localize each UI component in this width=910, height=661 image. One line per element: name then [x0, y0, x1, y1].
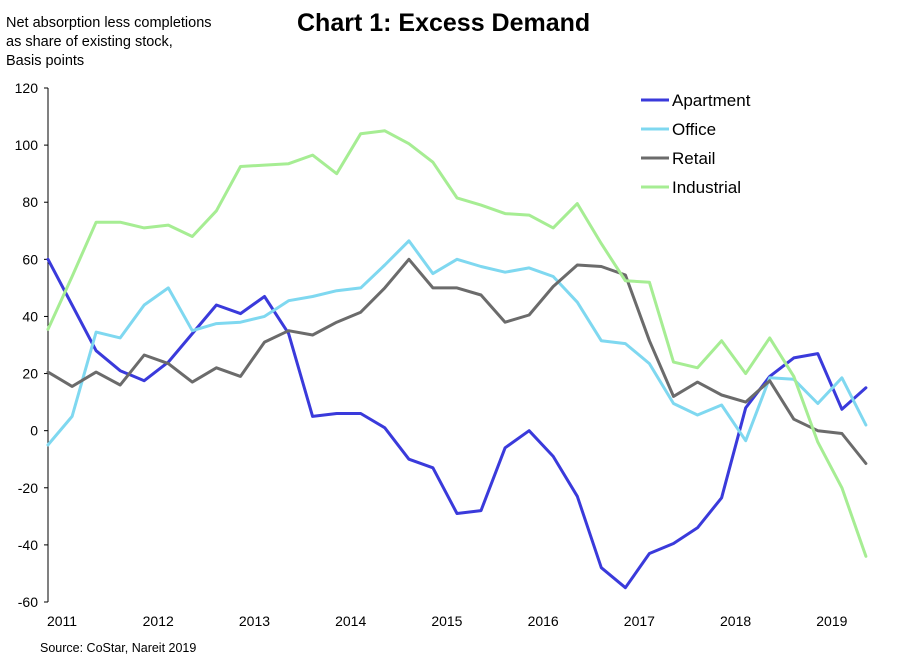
y-axis-label-line-1: Net absorption less completions: [6, 15, 212, 31]
source-note: Source: CoStar, Nareit 2019: [40, 641, 197, 655]
x-tick-label: 2018: [720, 613, 751, 629]
y-axis-label: Net absorption less completions as share…: [6, 14, 276, 71]
y-tick-label: 20: [22, 366, 38, 382]
chart-title: Chart 1: Excess Demand: [297, 9, 591, 37]
x-tick-label: 2016: [528, 613, 559, 629]
y-tick-label: 60: [22, 251, 38, 267]
y-tick-label: 80: [22, 194, 38, 210]
y-tick-label: 40: [22, 308, 38, 324]
y-tick-label: -40: [18, 537, 38, 553]
series-line-office: [46, 239, 868, 447]
x-tick-label: 2013: [239, 613, 270, 629]
y-tick-label: 0: [30, 423, 38, 439]
x-tick-label: 2015: [431, 613, 462, 629]
legend-label-industrial: Industrial: [672, 178, 741, 197]
legend-label-retail: Retail: [672, 149, 715, 168]
series-line-retail: [46, 257, 868, 465]
x-tick-label: 2017: [624, 613, 655, 629]
y-tick-label: 120: [15, 80, 39, 96]
legend-label-office: Office: [672, 120, 716, 139]
x-tick-label: 2012: [143, 613, 174, 629]
series-line-apartment: [46, 257, 868, 590]
legend-label-apartment: Apartment: [672, 91, 751, 110]
x-tick-label: 2011: [47, 613, 77, 629]
series-line-industrial: [46, 129, 868, 558]
legend: Apartment Office Retail Industrial: [641, 91, 751, 197]
y-tick-label: 100: [15, 137, 39, 153]
x-tick-label: 2019: [816, 613, 847, 629]
y-axis-label-line-3: Basis points: [6, 53, 85, 69]
x-tick-label: 2014: [335, 613, 366, 629]
axes: -60 -40 -20 0 20 40 60 80 100 120 2011 2012 2013 2014…: [15, 80, 848, 629]
y-tick-label: -60: [18, 594, 38, 610]
y-tick-label: -20: [18, 480, 38, 496]
series-lines: [46, 129, 868, 590]
y-axis-label-line-2: as share of existing stock,: [6, 34, 173, 50]
